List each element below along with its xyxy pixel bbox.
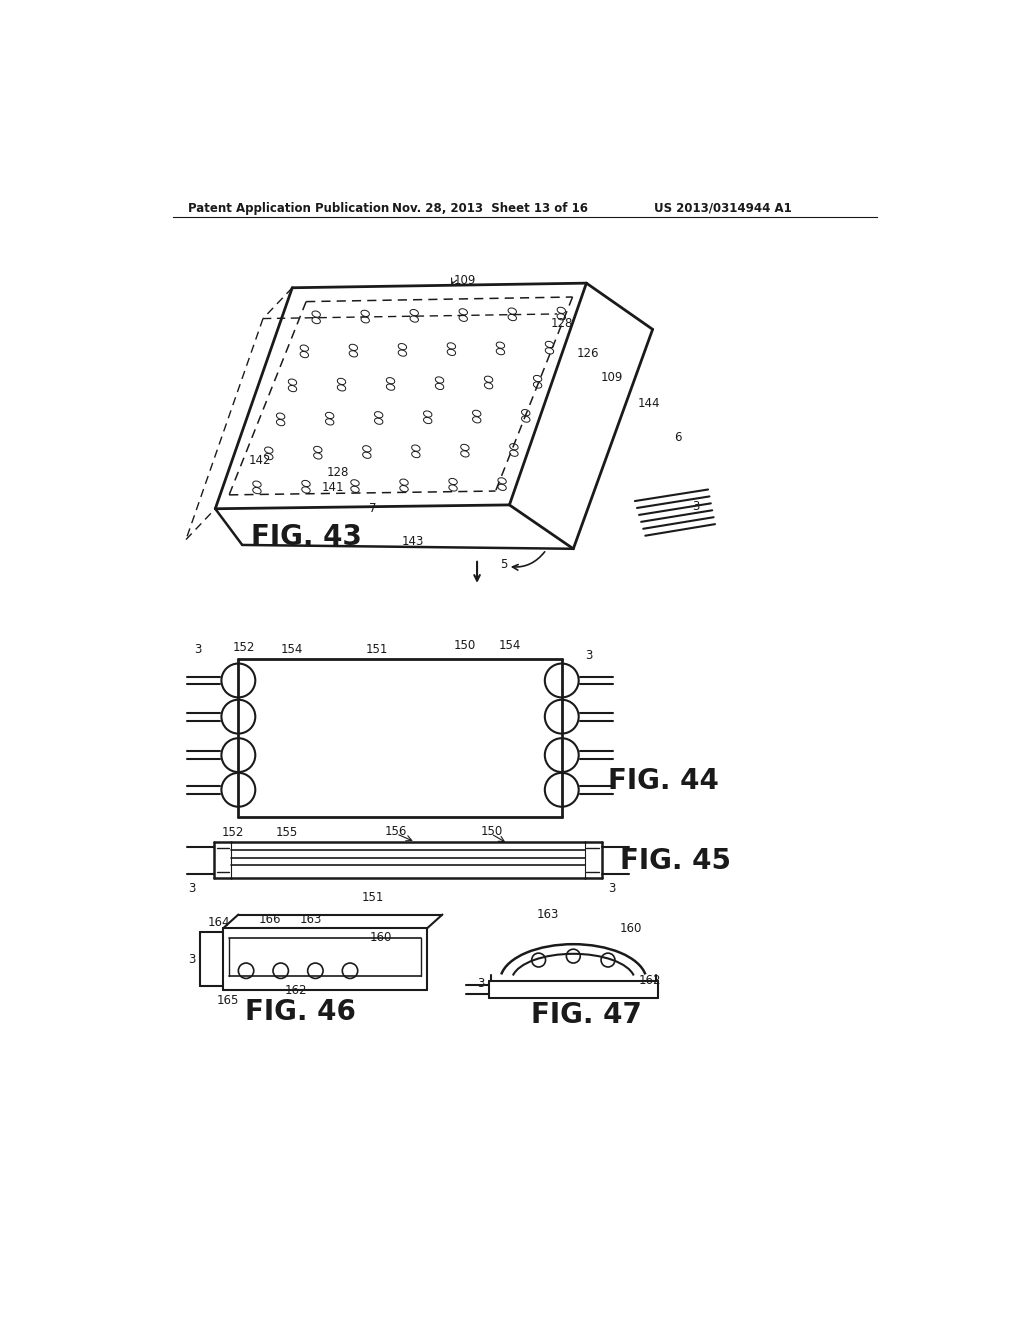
Text: 3: 3 — [585, 648, 592, 661]
Text: FIG. 44: FIG. 44 — [608, 767, 719, 795]
Text: 3: 3 — [608, 882, 615, 895]
Text: 143: 143 — [401, 536, 424, 548]
Text: 3: 3 — [692, 500, 700, 513]
Text: 160: 160 — [370, 931, 391, 944]
Text: 166: 166 — [259, 912, 282, 925]
Text: 5: 5 — [500, 558, 508, 572]
Text: 154: 154 — [281, 643, 303, 656]
Text: 163: 163 — [537, 908, 559, 921]
Text: 152: 152 — [233, 640, 255, 653]
Text: 155: 155 — [275, 825, 298, 838]
Text: 128: 128 — [327, 466, 349, 479]
Text: 151: 151 — [361, 891, 384, 904]
Text: FIG. 43: FIG. 43 — [252, 523, 362, 552]
Text: 3: 3 — [194, 643, 201, 656]
Text: Nov. 28, 2013  Sheet 13 of 16: Nov. 28, 2013 Sheet 13 of 16 — [392, 202, 589, 215]
Text: FIG. 46: FIG. 46 — [245, 998, 355, 1026]
Text: 160: 160 — [620, 921, 642, 935]
Text: 163: 163 — [300, 912, 323, 925]
Text: 150: 150 — [481, 825, 503, 838]
Text: 6: 6 — [674, 432, 682, 445]
Text: 126: 126 — [578, 347, 600, 360]
Text: 141: 141 — [322, 482, 344, 495]
Text: 109: 109 — [600, 371, 623, 384]
Text: US 2013/0314944 A1: US 2013/0314944 A1 — [654, 202, 792, 215]
Text: 151: 151 — [366, 643, 388, 656]
Text: 142: 142 — [249, 454, 271, 467]
Text: 162: 162 — [285, 983, 307, 997]
Text: 128: 128 — [550, 317, 572, 330]
Text: Patent Application Publication: Patent Application Publication — [188, 202, 389, 215]
Text: 152: 152 — [221, 825, 244, 838]
Text: 156: 156 — [385, 825, 407, 838]
Text: FIG. 45: FIG. 45 — [620, 847, 730, 875]
Text: 164: 164 — [208, 916, 230, 929]
Text: 3: 3 — [188, 882, 196, 895]
Text: 3: 3 — [477, 977, 484, 990]
Text: 109: 109 — [454, 273, 476, 286]
Text: FIG. 47: FIG. 47 — [531, 1001, 642, 1028]
Text: 162: 162 — [639, 974, 662, 987]
Text: 154: 154 — [499, 639, 521, 652]
Text: 3: 3 — [188, 953, 196, 966]
Text: 165: 165 — [217, 994, 240, 1007]
Text: 150: 150 — [454, 639, 476, 652]
Text: 7: 7 — [370, 502, 377, 515]
Text: 144: 144 — [637, 397, 659, 409]
